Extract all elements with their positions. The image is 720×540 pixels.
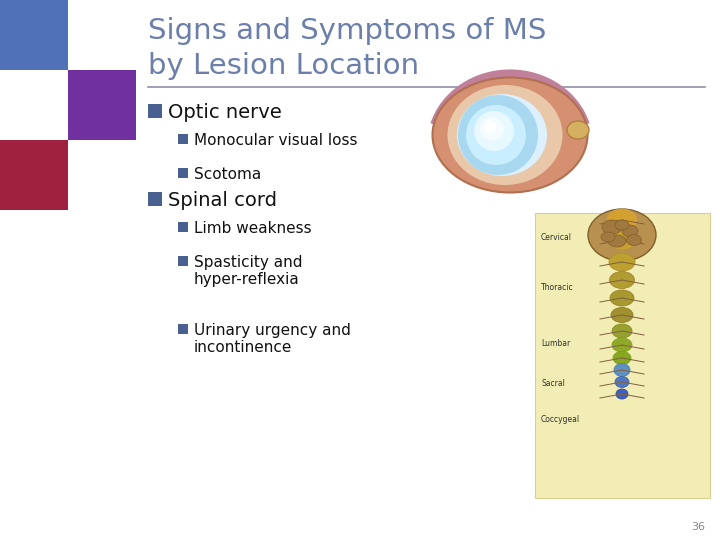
Ellipse shape — [609, 253, 635, 271]
Text: 36: 36 — [691, 522, 705, 532]
Ellipse shape — [614, 363, 630, 376]
Text: Spasticity and
hyper-reflexia: Spasticity and hyper-reflexia — [194, 255, 302, 287]
Ellipse shape — [608, 235, 626, 247]
Ellipse shape — [612, 324, 632, 338]
Ellipse shape — [457, 94, 547, 176]
FancyBboxPatch shape — [178, 256, 188, 266]
Text: Urinary urgency and
incontinence: Urinary urgency and incontinence — [194, 323, 351, 355]
Text: Signs and Symptoms of MS: Signs and Symptoms of MS — [148, 17, 546, 45]
Circle shape — [466, 105, 526, 165]
FancyBboxPatch shape — [178, 168, 188, 178]
Circle shape — [474, 111, 514, 151]
Ellipse shape — [612, 338, 632, 352]
Text: Cervical: Cervical — [541, 233, 572, 242]
FancyBboxPatch shape — [0, 140, 68, 210]
Ellipse shape — [626, 234, 642, 246]
Text: Spinal cord: Spinal cord — [168, 191, 277, 210]
Ellipse shape — [567, 121, 589, 139]
Circle shape — [458, 95, 538, 175]
FancyBboxPatch shape — [535, 213, 710, 498]
Ellipse shape — [622, 225, 638, 237]
Ellipse shape — [615, 220, 629, 230]
Circle shape — [480, 117, 504, 141]
Text: Monocular visual loss: Monocular visual loss — [194, 133, 358, 148]
Ellipse shape — [433, 78, 588, 192]
FancyBboxPatch shape — [178, 134, 188, 144]
Ellipse shape — [610, 290, 634, 306]
FancyBboxPatch shape — [148, 192, 162, 206]
Text: Limb weakness: Limb weakness — [194, 221, 312, 236]
FancyBboxPatch shape — [178, 324, 188, 334]
FancyBboxPatch shape — [0, 0, 68, 70]
Ellipse shape — [616, 389, 628, 399]
Text: Sacral: Sacral — [541, 379, 565, 388]
FancyBboxPatch shape — [178, 222, 188, 232]
Text: Thoracic: Thoracic — [541, 284, 574, 293]
Ellipse shape — [613, 352, 631, 365]
Ellipse shape — [448, 85, 562, 185]
Text: Scotoma: Scotoma — [194, 167, 261, 182]
Ellipse shape — [601, 232, 615, 242]
FancyBboxPatch shape — [68, 70, 136, 140]
FancyBboxPatch shape — [148, 104, 162, 118]
Ellipse shape — [608, 230, 636, 250]
Ellipse shape — [607, 209, 637, 231]
Ellipse shape — [611, 307, 633, 322]
Text: Coccygeal: Coccygeal — [541, 415, 580, 424]
Text: Optic nerve: Optic nerve — [168, 103, 282, 122]
Text: Lumbar: Lumbar — [541, 339, 570, 348]
Text: by Lesion Location: by Lesion Location — [148, 52, 419, 80]
Ellipse shape — [588, 209, 656, 261]
Ellipse shape — [610, 272, 634, 288]
Ellipse shape — [602, 220, 622, 234]
Circle shape — [484, 121, 496, 133]
Ellipse shape — [615, 376, 629, 388]
